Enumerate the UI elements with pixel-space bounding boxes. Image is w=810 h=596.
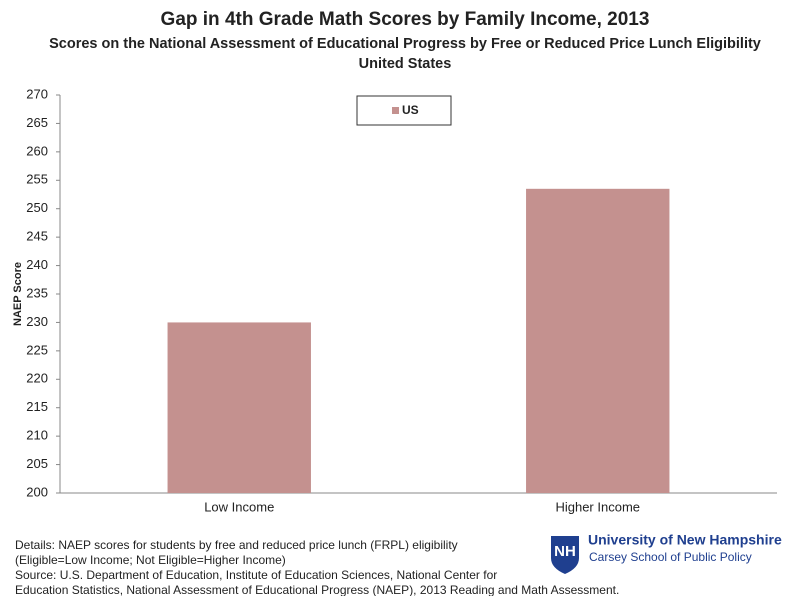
bar	[167, 322, 311, 493]
y-tick-label: 225	[26, 342, 48, 357]
note: (Eligible=Low Income; Not Eligible=Highe…	[15, 553, 286, 567]
y-tick-label: 230	[26, 314, 48, 329]
legend-swatch	[392, 107, 399, 114]
y-tick-label: 245	[26, 229, 48, 244]
logo: NH	[551, 536, 579, 574]
note: Details: NAEP scores for students by fre…	[15, 538, 458, 552]
y-tick-label: 270	[26, 86, 48, 101]
y-tick-label: 210	[26, 428, 48, 443]
y-tick-label: 255	[26, 172, 48, 187]
note: Education Statistics, National Assessmen…	[15, 583, 619, 596]
legend-label: US	[402, 103, 419, 117]
chart-title: Gap in 4th Grade Math Scores by Family I…	[161, 9, 650, 30]
legend-box	[356, 95, 452, 126]
logo-shield	[551, 536, 579, 574]
x-tick-label: Low Income	[204, 499, 274, 514]
y-tick-label: 200	[26, 484, 48, 499]
chart-region: United States	[359, 56, 452, 72]
y-tick-label: 215	[26, 399, 48, 414]
y-tick-label: 240	[26, 257, 48, 272]
logo-school: Carsey School of Public Policy	[589, 550, 752, 564]
y-tick-label: 205	[26, 456, 48, 471]
chart-subtitle: Scores on the National Assessment of Edu…	[49, 36, 761, 52]
logo-name: University of New Hampshire	[588, 532, 782, 548]
y-tick-label: 235	[26, 285, 48, 300]
x-tick-label: Higher Income	[555, 499, 640, 514]
y-tick-label: 260	[26, 143, 48, 158]
y-tick-label: 265	[26, 115, 48, 130]
logo-mark: NH	[554, 543, 576, 560]
y-tick-label: 250	[26, 200, 48, 215]
y-tick-label: 220	[26, 371, 48, 386]
note: Source: U.S. Department of Education, In…	[15, 568, 497, 582]
bar	[526, 188, 670, 494]
y-axis-label: NAEP Score	[12, 262, 24, 326]
